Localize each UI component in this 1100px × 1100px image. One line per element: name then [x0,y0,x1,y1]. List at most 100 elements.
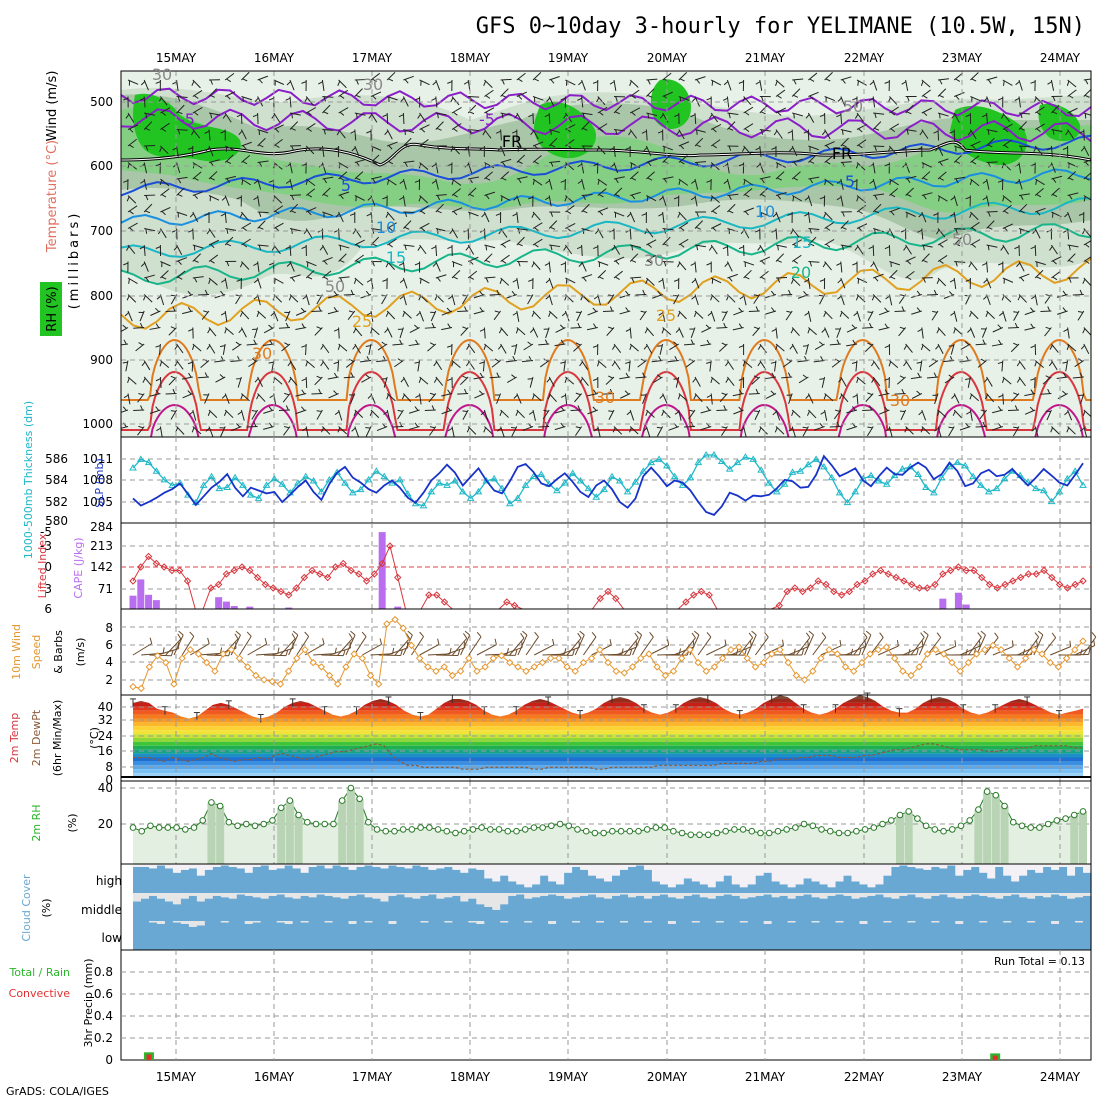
wind-barb [837,277,846,289]
wind-barb [138,310,145,322]
cloud-gap [659,893,669,895]
wind-barb [561,310,570,322]
wind-barb [755,79,763,91]
cloud-gap [244,864,254,873]
wind-barb [814,422,825,431]
wind-barb [273,138,283,149]
wind-barb [141,360,151,371]
wind-barb [560,360,566,372]
rh-marker [835,829,843,837]
wind-barb [419,222,430,232]
cloud-gap [691,864,701,882]
rh-marker [774,827,782,835]
wind-barb [565,124,576,133]
cloud-cell-mid [148,895,158,921]
wind-barb [322,176,334,184]
wind-barb [252,327,259,339]
wind-barb [640,393,647,404]
contour-label: 30 [644,251,664,270]
wind-barb [554,339,566,347]
cloud-level-label: low [102,931,123,945]
wind-barb [257,220,266,230]
wind-barb [305,178,316,187]
cloud-cell-low [827,921,837,950]
cloud-gap [731,864,741,885]
wind-barb [305,360,315,368]
cloud-cell-mid [476,904,485,921]
cloud-gap [915,864,924,869]
wind-barb [651,356,663,363]
cloud-cell-mid [212,895,222,921]
cloud-gap [979,921,988,923]
contour-label: 50 [325,277,345,296]
wind-barb [677,211,687,221]
cloud-gap [588,893,597,895]
rh-marker [548,822,555,830]
wind-barb [531,261,541,271]
wind-barb [253,178,262,190]
cloud-cell-low [204,921,214,950]
cloud-cell-high [220,865,230,893]
cloud-cell-high [500,875,509,893]
wind-barb [804,277,811,289]
wind-barb [497,343,507,354]
cloud-gap [851,893,861,899]
rh-marker [277,804,285,812]
wind-barb [563,244,573,255]
wind-barb [852,393,859,405]
wind-barb [710,123,722,133]
wind-barb [691,277,700,289]
wind-barb [528,112,534,125]
cloud-cell-low [1011,921,1020,950]
wind-barb [871,294,882,303]
cloud-gap [196,893,206,902]
wind-barb [678,178,689,186]
wind-barb [516,176,528,184]
wind-barb [480,409,489,421]
cloud-cell-low [196,925,206,950]
wind-barb [846,324,858,333]
wind-barb [565,205,575,215]
contour-label: 20 [791,263,811,282]
wind-barb [690,112,697,125]
wind-barb [399,277,408,289]
cloud-gap [404,864,414,869]
cloud-level-label: middle [81,903,122,917]
cloud-level-label: high [96,874,122,888]
wind-barb [500,254,510,264]
cloud-cell-high [883,875,893,893]
bottom-date-label: 17MAY [352,1070,393,1084]
wind-barb [805,112,815,123]
cloud-cell-mid [659,894,669,921]
wind-barb [484,89,494,99]
cloud-gap [1003,864,1012,876]
wind-barb [457,388,469,395]
wind-barb [351,426,360,437]
cloud-cell-low [340,921,350,950]
cloud-cell-mid [835,894,845,921]
rh-marker [382,827,390,835]
wind-barb [543,327,550,339]
cloud-cell-high [492,881,501,893]
wind-barb [808,261,820,267]
cloud-gap [164,864,174,869]
cloud-gap [252,921,262,923]
wind-barb [483,426,493,435]
wind-barb [176,104,185,115]
wind-barb [225,175,236,183]
cloud-cell-mid [532,897,541,921]
cloud-gap [204,864,214,870]
cloud-cell-mid [596,897,605,921]
cloud-cell-high [188,868,198,893]
cloud-cell-low [947,921,956,950]
cape-tick: 71 [98,582,113,596]
wind-barb [531,211,541,221]
cloud-gap [508,864,517,882]
cloud-cell-mid [572,897,581,921]
cloud-gap [396,893,406,895]
cloud-cell-high [580,869,589,893]
cloud-cell-mid [923,898,932,921]
cloud-cell-mid [244,895,254,921]
wind-barb [878,389,890,397]
cloud-gap [452,864,461,870]
